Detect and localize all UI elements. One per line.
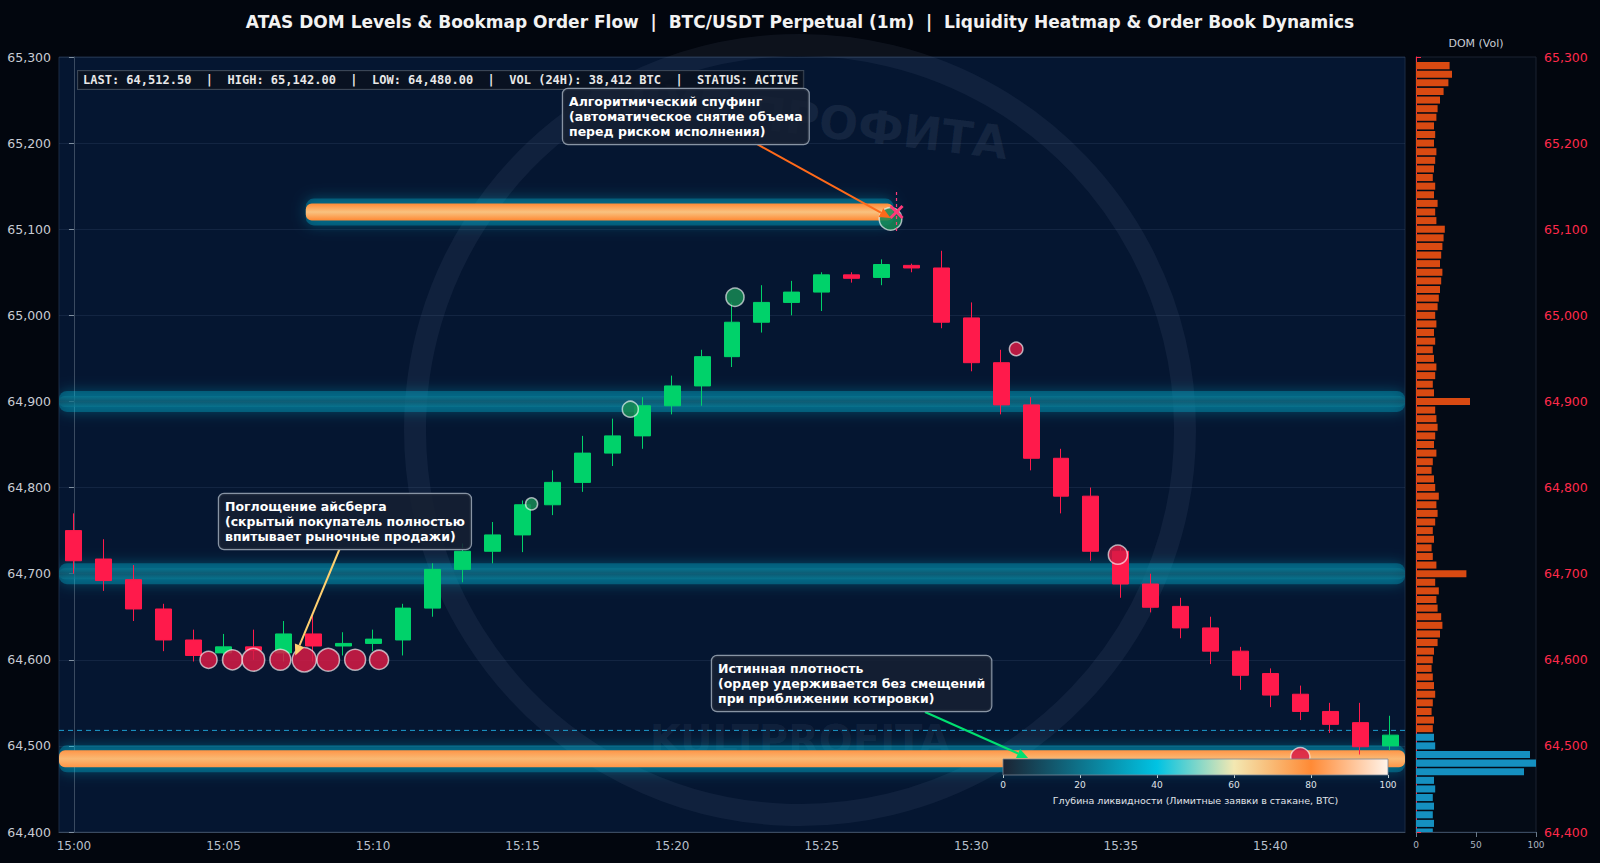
svg-text:64,600: 64,600: [1544, 652, 1588, 667]
svg-text:65,100: 65,100: [1544, 222, 1588, 237]
svg-text:при приближении котировки): при приближении котировки): [718, 691, 935, 706]
svg-text:15:20: 15:20: [655, 839, 690, 853]
svg-text:15:25: 15:25: [804, 839, 839, 853]
svg-text:65,200: 65,200: [7, 136, 51, 151]
svg-text:80: 80: [1305, 780, 1317, 790]
svg-text:15:10: 15:10: [356, 839, 391, 853]
svg-text:65,300: 65,300: [1544, 50, 1588, 65]
svg-text:впитывает рыночные продажи): впитывает рыночные продажи): [225, 529, 456, 544]
svg-text:64,700: 64,700: [7, 566, 51, 581]
svg-text:60: 60: [1228, 780, 1240, 790]
svg-text:64,400: 64,400: [7, 825, 51, 840]
svg-text:Алгоритмический спуфинг: Алгоритмический спуфинг: [569, 94, 763, 109]
svg-text:15:15: 15:15: [505, 839, 540, 853]
svg-text:(ордер удерживается без смещен: (ордер удерживается без смещений: [718, 676, 985, 691]
svg-text:65,100: 65,100: [7, 222, 51, 237]
svg-text:64,600: 64,600: [7, 652, 51, 667]
svg-text:15:30: 15:30: [954, 839, 989, 853]
svg-text:65,000: 65,000: [7, 308, 51, 323]
svg-text:64,700: 64,700: [1544, 566, 1588, 581]
svg-text:65,000: 65,000: [1544, 308, 1588, 323]
svg-text:15:05: 15:05: [206, 839, 241, 853]
svg-text:KULTPROFITA: KULTPROFITA: [649, 717, 951, 763]
svg-text:65,300: 65,300: [7, 50, 51, 65]
svg-text:(автоматическое снятие объема: (автоматическое снятие объема: [569, 109, 803, 124]
svg-text:100: 100: [1527, 840, 1544, 850]
svg-text:Истинная плотность: Истинная плотность: [718, 661, 863, 676]
svg-text:50: 50: [1470, 840, 1482, 850]
svg-text:0: 0: [1413, 840, 1419, 850]
svg-text:65,200: 65,200: [1544, 136, 1588, 151]
svg-text:15:40: 15:40: [1253, 839, 1288, 853]
svg-text:DOM (Vol): DOM (Vol): [1448, 37, 1503, 50]
svg-text:64,800: 64,800: [1544, 480, 1588, 495]
svg-text:15:35: 15:35: [1104, 839, 1139, 853]
svg-text:64,900: 64,900: [7, 394, 51, 409]
svg-text:Поглощение айсберга: Поглощение айсберга: [225, 499, 387, 514]
svg-text:40: 40: [1151, 780, 1163, 790]
svg-text:64,500: 64,500: [7, 738, 51, 753]
svg-text:100: 100: [1379, 780, 1396, 790]
svg-text:20: 20: [1074, 780, 1086, 790]
svg-text:LAST: 64,512.50 | HIGH: 65,1: LAST: 64,512.50 | HIGH: 65,142.00 | LOW:…: [83, 73, 798, 87]
svg-text:64,500: 64,500: [1544, 738, 1588, 753]
svg-text:(скрытый покупатель полностью: (скрытый покупатель полностью: [225, 514, 465, 529]
svg-text:Глубина ликвидности (Лимитные: Глубина ликвидности (Лимитные заявки в с…: [1053, 795, 1338, 806]
svg-text:перед риском исполнения): перед риском исполнения): [569, 124, 766, 139]
svg-text:15:00: 15:00: [57, 839, 92, 853]
svg-text:0: 0: [1000, 780, 1006, 790]
svg-text:64,900: 64,900: [1544, 394, 1588, 409]
svg-text:64,400: 64,400: [1544, 825, 1588, 840]
svg-text:ATAS DOM Levels & Bookmap Orde: ATAS DOM Levels & Bookmap Order Flow | B…: [246, 12, 1354, 32]
svg-text:64,800: 64,800: [7, 480, 51, 495]
